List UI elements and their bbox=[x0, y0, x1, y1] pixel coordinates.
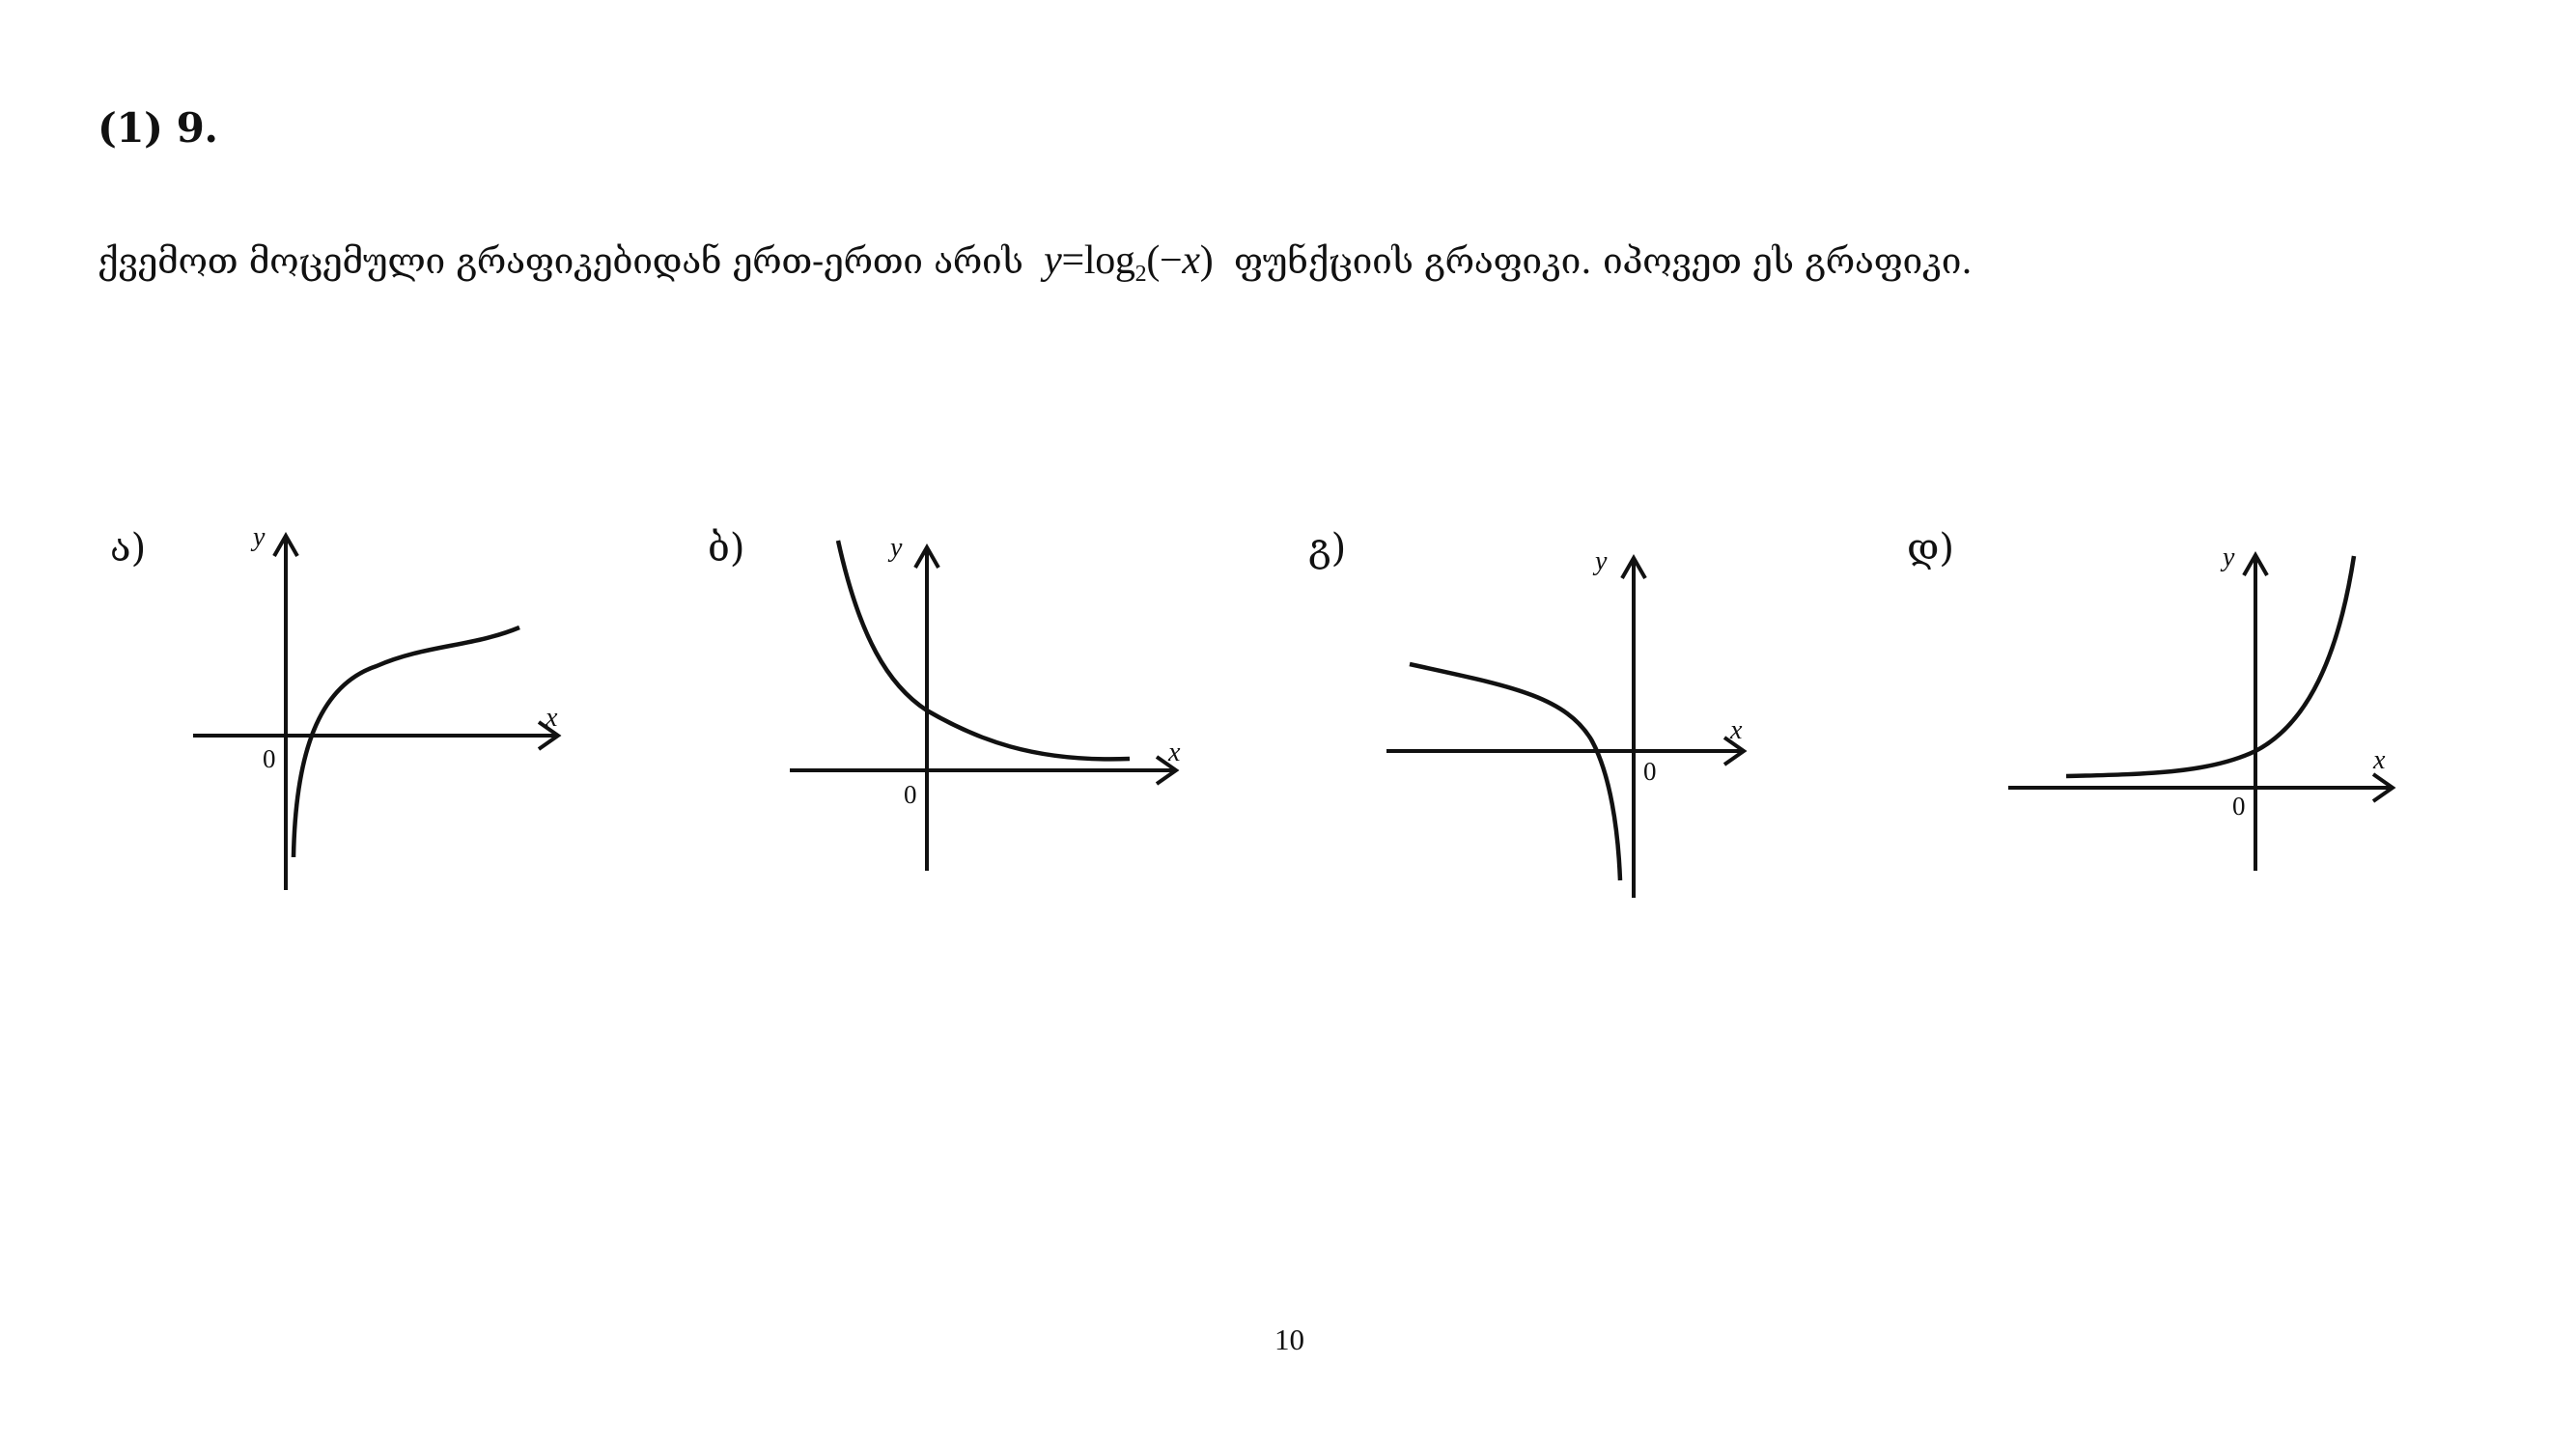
y-axis-name: y bbox=[250, 522, 266, 552]
option-a-graph[interactable]: x y 0 bbox=[183, 521, 589, 898]
y-axis-name: y bbox=[2220, 543, 2235, 572]
option-a-label[interactable]: ა) bbox=[110, 526, 147, 571]
formula-base: 2 bbox=[1134, 262, 1147, 287]
x-axis-arrow bbox=[1155, 755, 1180, 786]
formula-lhs: y bbox=[1044, 238, 1062, 283]
x-axis-name: x bbox=[2372, 745, 2386, 775]
statement-text-after: ფუნქციის გრაფიკი. იპოვეთ ეს გრაფიკი. bbox=[1233, 240, 1973, 282]
curve bbox=[291, 625, 520, 858]
option-d-label[interactable]: დ) bbox=[1907, 526, 1954, 571]
page-number: 10 bbox=[1274, 1323, 1304, 1356]
formula-arg-open: (− bbox=[1146, 238, 1183, 283]
formula-arg-close: ) bbox=[1199, 238, 1214, 283]
option-c-graph[interactable]: x y 0 bbox=[1381, 521, 1786, 907]
y-axis-name: y bbox=[887, 533, 903, 563]
curve bbox=[2065, 555, 2357, 779]
statement-text-before: ქვემოთ მოცემული გრაფიკებიდან ერთ-ერთი არ… bbox=[98, 240, 1023, 282]
x-axis-name: x bbox=[1167, 738, 1181, 767]
x-axis-arrow bbox=[537, 720, 562, 751]
option-d-graph[interactable]: x y 0 bbox=[1999, 521, 2404, 888]
origin-label: 0 bbox=[2232, 792, 2246, 821]
x-axis-name: x bbox=[1729, 715, 1743, 745]
x-axis-arrow bbox=[2371, 772, 2396, 803]
x-axis-name: x bbox=[545, 703, 558, 733]
option-b-graph[interactable]: x y 0 bbox=[782, 521, 1188, 898]
origin-label: 0 bbox=[1643, 757, 1657, 786]
formula-arg-var: x bbox=[1182, 238, 1200, 283]
curve bbox=[835, 540, 1131, 762]
origin-label: 0 bbox=[263, 744, 276, 773]
y-axis-name: y bbox=[1592, 546, 1608, 576]
y-axis-arrow bbox=[2242, 550, 2269, 576]
formula-func: log bbox=[1083, 238, 1135, 283]
formula: y=log2(−x) bbox=[1044, 238, 1214, 287]
formula-eq: = bbox=[1061, 238, 1084, 283]
y-axis-arrow bbox=[1620, 553, 1647, 579]
option-c-label[interactable]: გ) bbox=[1308, 526, 1347, 571]
problem-statement: ქვემოთ მოცემული გრაფიკებიდან ერთ-ერთი არ… bbox=[98, 237, 1973, 288]
problem-number: (1) 9. bbox=[98, 104, 218, 152]
option-b-label[interactable]: ბ) bbox=[708, 526, 745, 571]
curve bbox=[1409, 661, 1623, 881]
origin-label: 0 bbox=[904, 780, 917, 809]
x-axis-arrow bbox=[1722, 736, 1748, 766]
y-axis-arrow bbox=[913, 543, 940, 569]
y-axis-arrow bbox=[272, 531, 299, 557]
